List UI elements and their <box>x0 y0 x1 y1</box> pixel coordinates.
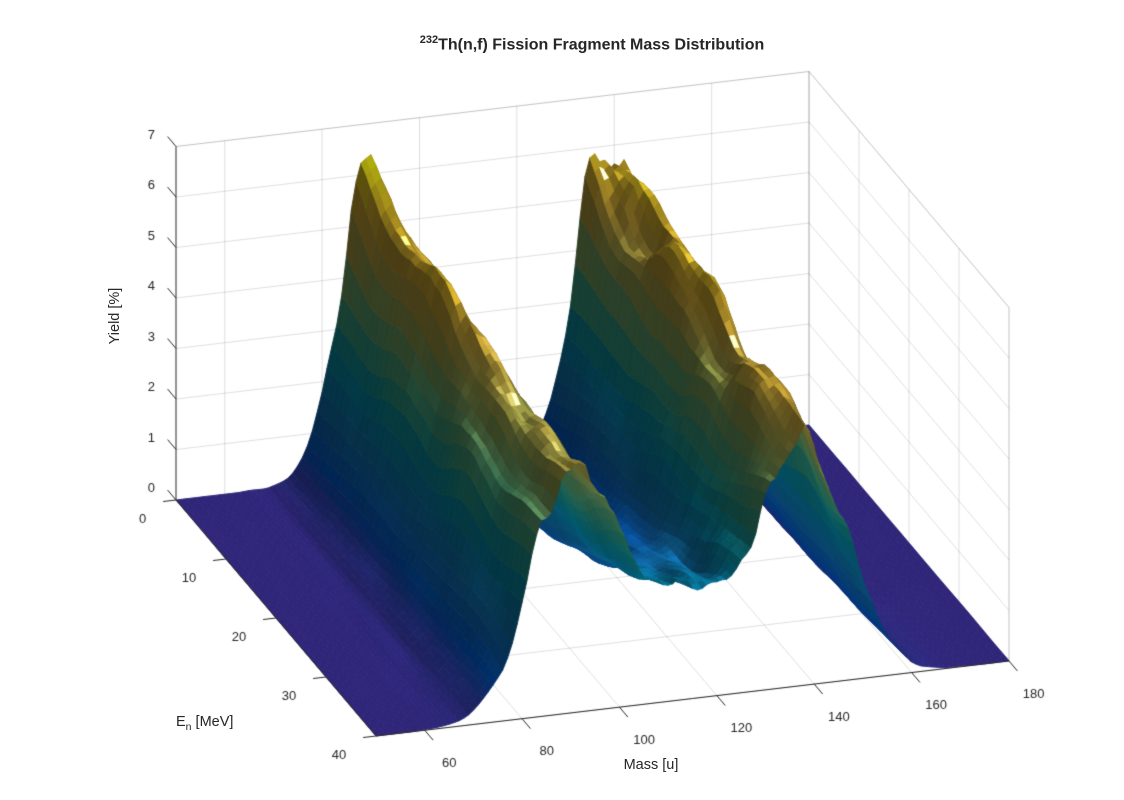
z-axis-label: Yield [%] <box>107 287 123 345</box>
title-text: Th(n,f) Fission Fragment Mass Distributi… <box>438 36 765 54</box>
y-axis-label: En [MeV] <box>176 714 234 733</box>
plot-title: 232Th(n,f) Fission Fragment Mass Distrib… <box>332 34 852 54</box>
x-axis-label: Mass [u] <box>623 757 679 773</box>
title-superscript: 232 <box>419 34 439 46</box>
